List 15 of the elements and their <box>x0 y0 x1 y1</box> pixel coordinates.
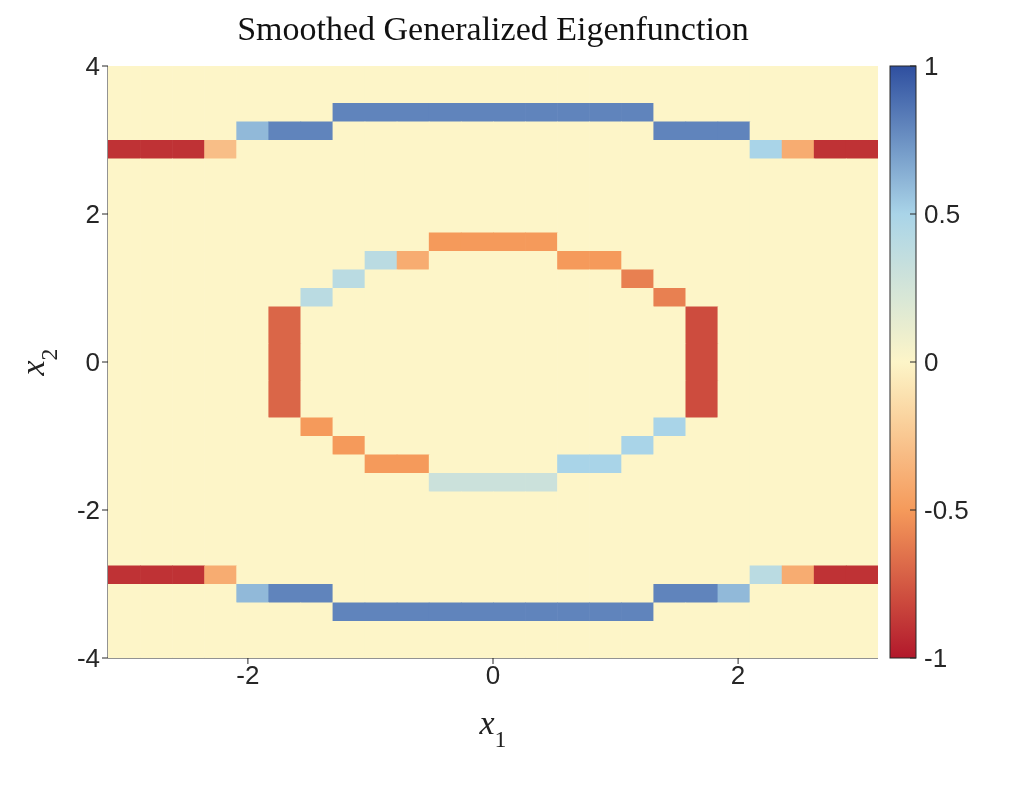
x-tick-label: 2 <box>730 660 746 691</box>
chart-title: Smoothed Generalized Eigenfunction <box>236 10 750 48</box>
color-bar-label: 1 <box>924 51 939 81</box>
x-axis-title: x$_{1}$ <box>478 704 507 752</box>
x-tick-label: 0 <box>485 660 501 691</box>
color-bar-label: -0.5 <box>924 495 969 525</box>
y-tick-label: -4 <box>76 643 100 674</box>
x-tick-label: -2 <box>236 660 260 691</box>
color-bar-label: 0 <box>924 347 939 377</box>
y-tick-label: 4 <box>85 51 100 82</box>
y-tick-label: -2 <box>76 495 100 526</box>
color-bar-label: -1 <box>924 643 948 673</box>
y-tick-label: 0 <box>85 347 100 378</box>
y-tick-label: 2 <box>85 199 100 230</box>
color-bar-label: 0.5 <box>924 199 961 229</box>
